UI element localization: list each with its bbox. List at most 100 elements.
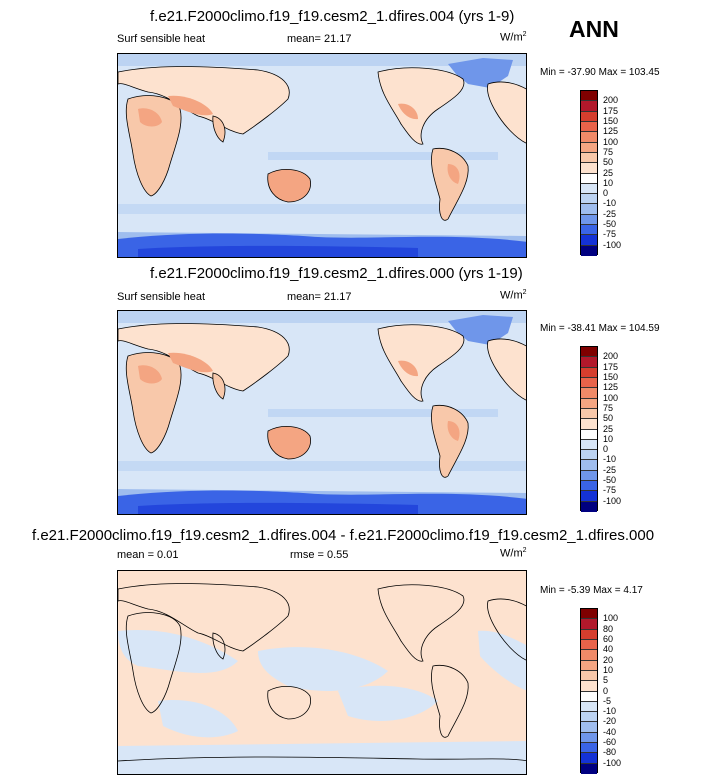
colorbar-segment (581, 439, 597, 451)
colorbar-tick-label: -100 (603, 239, 622, 250)
colorbar-segment (581, 367, 597, 378)
colorbar-segment (581, 132, 597, 143)
colorbar-tick-label: -20 (603, 716, 617, 727)
colorbar-tick-label: -75 (603, 229, 617, 240)
colorbar-tick-label: 125 (603, 126, 619, 137)
colorbar-tick-label: -25 (603, 208, 617, 219)
colorbar-segment (581, 650, 597, 661)
colorbar-segment (581, 670, 597, 682)
colorbar-tick-label: -10 (603, 454, 617, 465)
colorbar-segment (581, 629, 597, 640)
colorbar-segment (581, 142, 597, 153)
panel-2-mean-label: mean= 21.17 (287, 291, 352, 303)
colorbar-segment (581, 619, 597, 630)
colorbar-segment (581, 481, 597, 492)
panel-3-units: W/m2 (500, 547, 527, 560)
colorbar-segment (581, 194, 597, 205)
colorbar-tick-label: -10 (603, 706, 617, 717)
colorbar-tick-label: 10 (603, 664, 614, 675)
colorbar-segment (581, 245, 597, 256)
colorbar-tick-label: 5 (603, 675, 609, 686)
colorbar-tick-label: 100 (603, 136, 619, 147)
colorbar-tick-label: 0 (603, 685, 609, 696)
colorbar-tick-label: -80 (603, 747, 617, 758)
panel-2-title: f.e21.F2000climo.f19_f19.cesm2_1.dfires.… (150, 265, 523, 282)
colorbar-segment (581, 753, 597, 764)
colorbar-tick-label: 200 (603, 351, 619, 362)
colorbar-tick-label: 80 (603, 623, 614, 634)
season-label: ANN (569, 16, 619, 42)
colorbar-tick-label: 100 (603, 613, 619, 624)
colorbar-segment (581, 183, 597, 195)
panel-1-map (117, 53, 527, 258)
colorbar-segment (581, 429, 597, 440)
colorbar-segment (581, 419, 597, 430)
colorbar-tick-label: 175 (603, 361, 619, 372)
panel-1-units: W/m2 (500, 31, 527, 44)
panel-1-mean-label: mean= 21.17 (287, 33, 352, 45)
colorbar-segment (581, 91, 597, 102)
colorbar-tick-label: 150 (603, 115, 619, 126)
colorbar-segment (581, 101, 597, 112)
colorbar-tick-label: 10 (603, 433, 614, 444)
colorbar-segment (581, 450, 597, 461)
colorbar-tick-label: -60 (603, 737, 617, 748)
colorbar-tick-label: 60 (603, 633, 614, 644)
panel-1-colorbar (580, 90, 598, 256)
colorbar-tick-label: 75 (603, 146, 614, 157)
colorbar-segment (581, 501, 597, 512)
colorbar-segment (581, 691, 597, 702)
colorbar-tick-label: -100 (603, 757, 622, 768)
colorbar-tick-label: 20 (603, 654, 614, 665)
colorbar-segment (581, 609, 597, 620)
colorbar-tick-label: 50 (603, 413, 614, 424)
colorbar-tick-label: -50 (603, 219, 617, 230)
colorbar-segment (581, 639, 597, 651)
panel-2-map (117, 310, 527, 515)
colorbar-tick-label: -40 (603, 726, 617, 737)
colorbar-segment (581, 701, 597, 713)
colorbar-segment (581, 732, 597, 744)
colorbar-segment (581, 235, 597, 246)
colorbar-segment (581, 712, 597, 723)
panel-3-min-max: Min = -5.39 Max = 4.17 (540, 585, 643, 596)
colorbar-tick-label: 25 (603, 423, 614, 434)
colorbar-tick-label: 0 (603, 188, 609, 199)
colorbar-segment (581, 225, 597, 236)
panel-1-min-max: Min = -37.90 Max = 103.45 (540, 67, 660, 78)
colorbar-tick-label: 125 (603, 382, 619, 393)
colorbar-segment (581, 357, 597, 368)
colorbar-tick-label: 75 (603, 402, 614, 413)
colorbar-tick-label: -5 (603, 695, 612, 706)
colorbar-segment (581, 460, 597, 471)
colorbar-tick-label: 100 (603, 392, 619, 403)
colorbar-segment (581, 173, 597, 184)
colorbar-segment (581, 121, 597, 133)
colorbar-segment (581, 743, 597, 754)
colorbar-tick-label: 150 (603, 371, 619, 382)
panel-2-min-max: Min = -38.41 Max = 104.59 (540, 323, 660, 334)
colorbar-tick-label: -100 (603, 495, 622, 506)
colorbar-segment (581, 111, 597, 122)
panel-2-colorbar (580, 346, 598, 512)
colorbar-tick-label: -25 (603, 464, 617, 475)
colorbar-segment (581, 408, 597, 420)
colorbar-segment (581, 660, 597, 671)
colorbar-tick-label: 0 (603, 444, 609, 455)
colorbar-tick-label: 50 (603, 157, 614, 168)
colorbar-segment (581, 763, 597, 774)
colorbar-segment (581, 152, 597, 164)
colorbar-tick-label: -75 (603, 485, 617, 496)
colorbar-segment (581, 214, 597, 226)
panel-1-variable-label: Surf sensible heat (117, 33, 206, 45)
panel-2-units: W/m2 (500, 289, 527, 302)
panel-3-title: f.e21.F2000climo.f19_f19.cesm2_1.dfires.… (32, 527, 655, 544)
colorbar-segment (581, 722, 597, 733)
colorbar-tick-label: 200 (603, 95, 619, 106)
colorbar-segment (581, 347, 597, 358)
colorbar-segment (581, 377, 597, 389)
colorbar-segment (581, 163, 597, 174)
colorbar-tick-label: -50 (603, 475, 617, 486)
colorbar-tick-label: 25 (603, 167, 614, 178)
colorbar-segment (581, 681, 597, 692)
